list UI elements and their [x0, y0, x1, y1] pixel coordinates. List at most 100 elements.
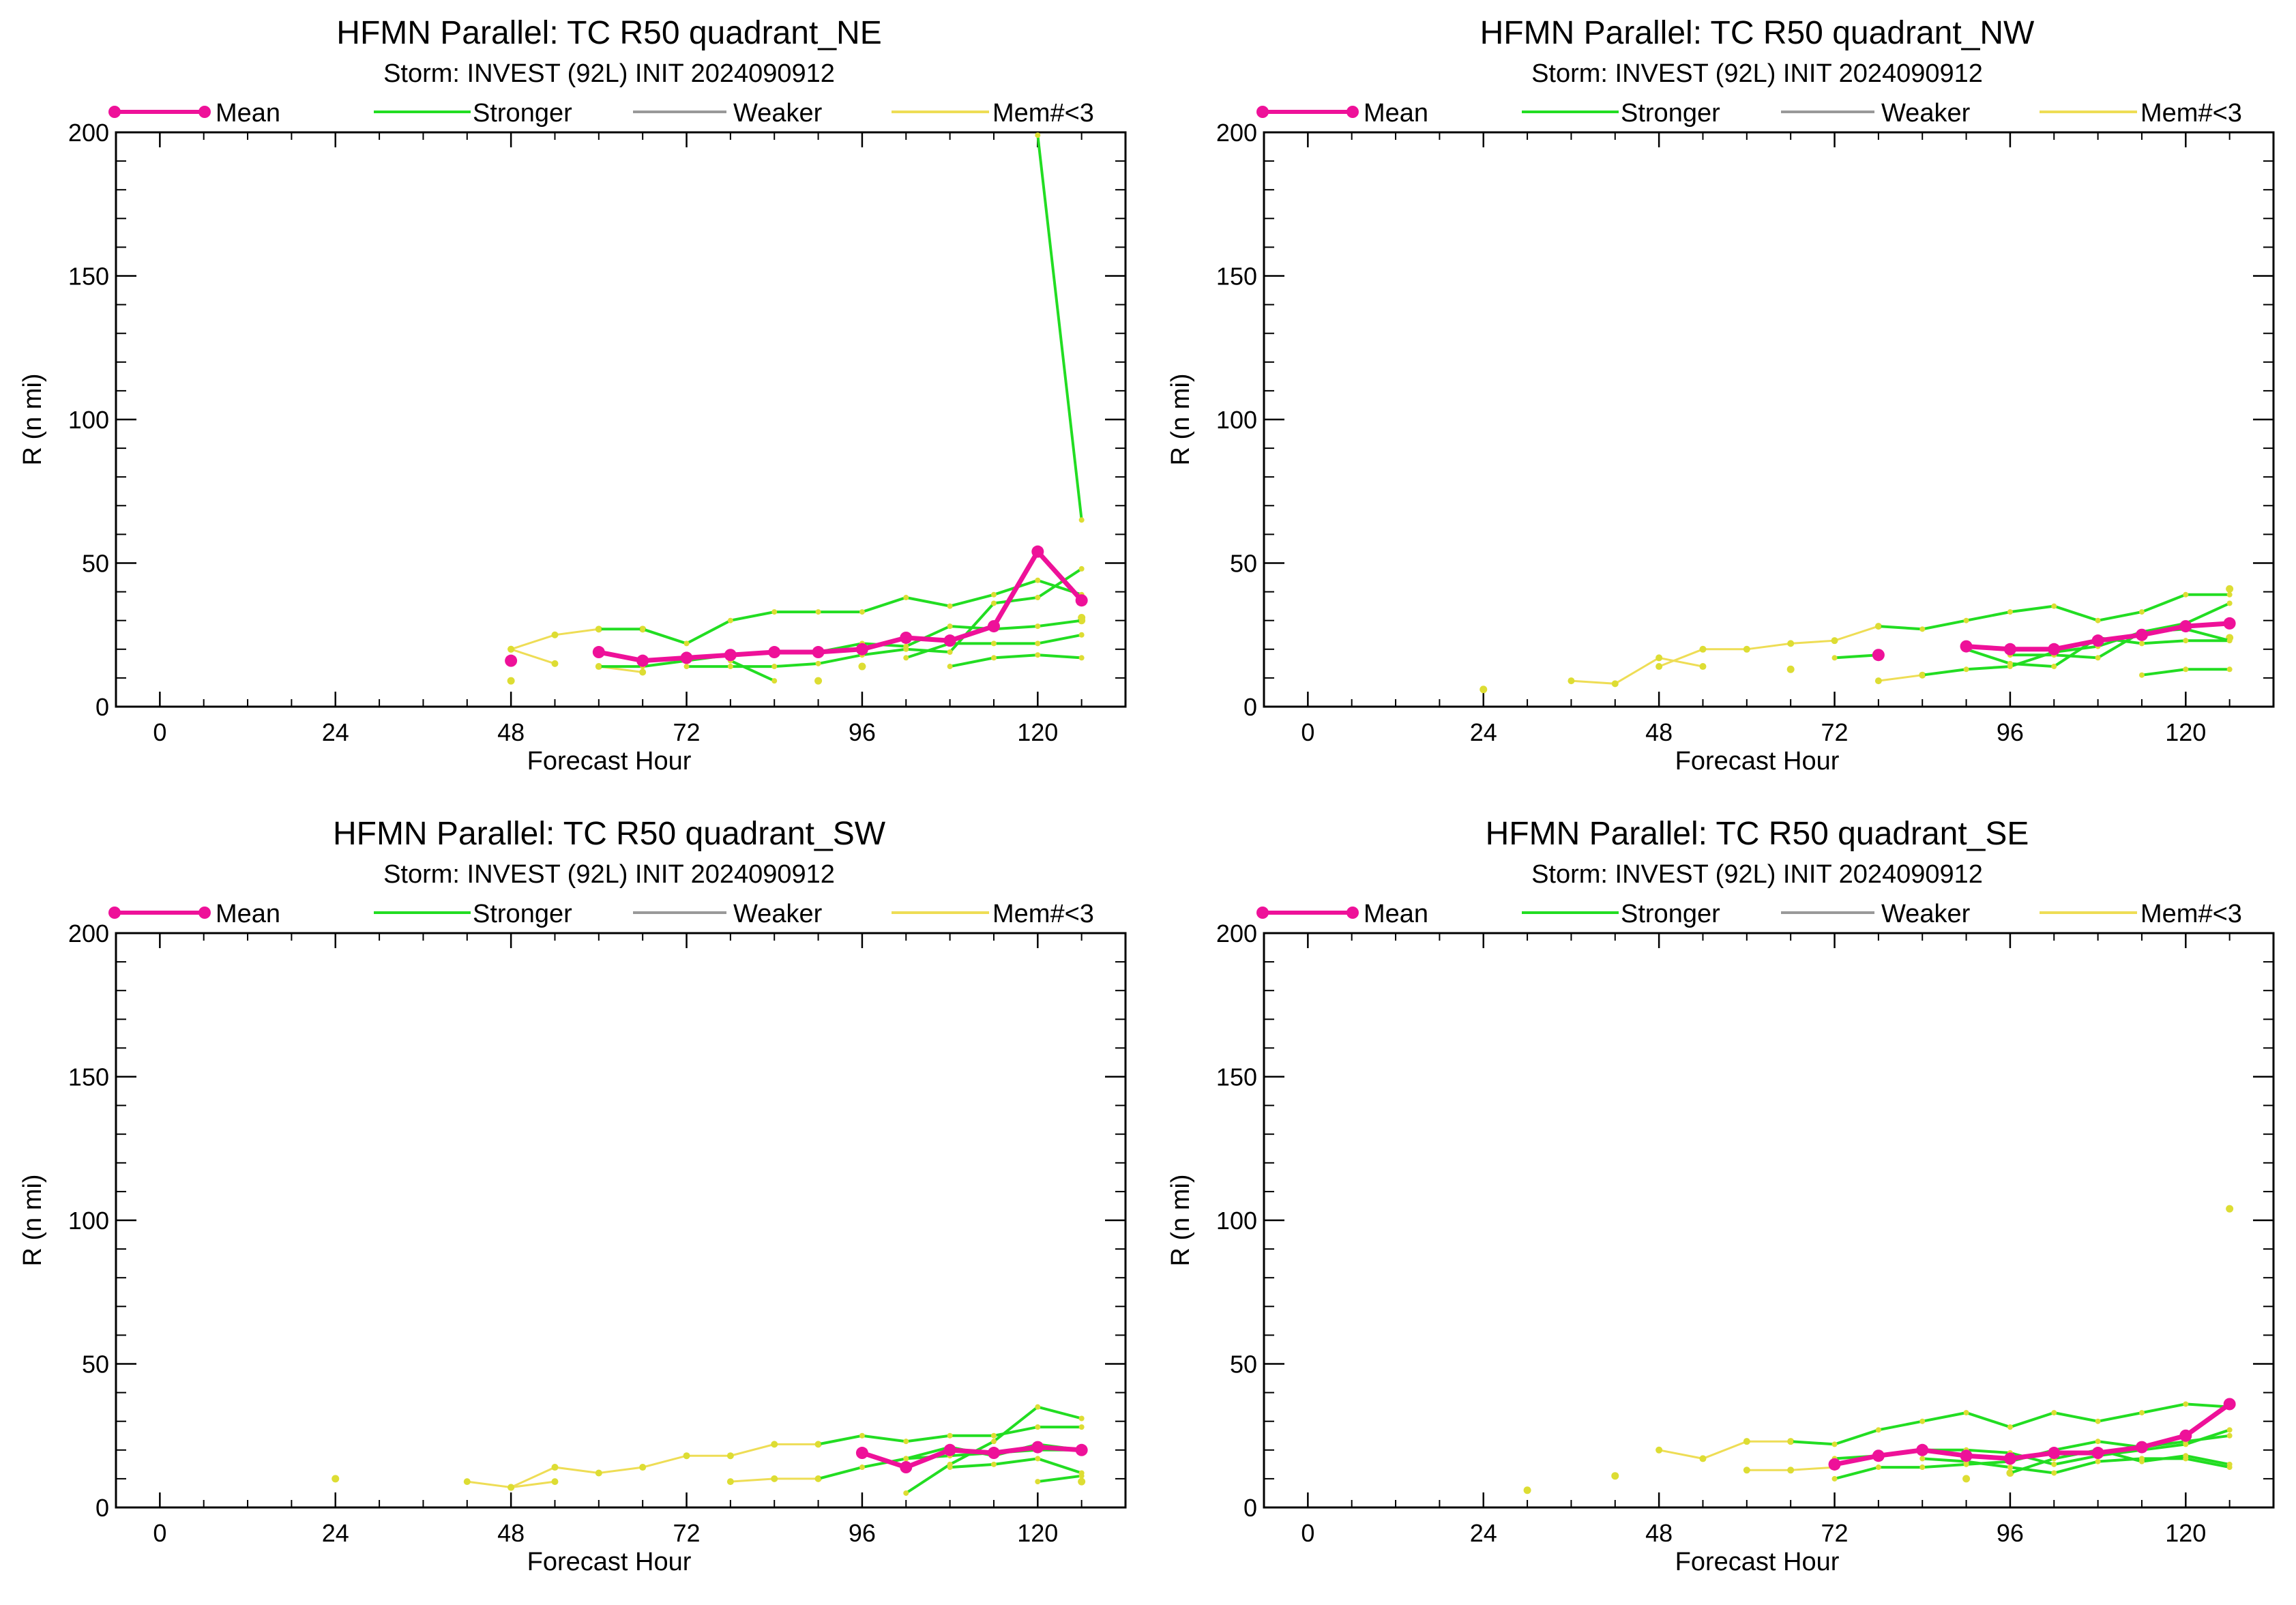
legend-weaker-label: Weaker — [733, 99, 823, 128]
stronger-point — [1035, 640, 1041, 647]
legend-mem-label: Mem#<3 — [2140, 99, 2242, 128]
plot-data — [505, 132, 1088, 685]
mem-point — [858, 662, 866, 671]
mem-series-line — [510, 1480, 555, 1488]
stronger-point — [1875, 623, 1881, 630]
stronger-point — [859, 609, 865, 615]
stronger-point — [2183, 666, 2189, 673]
stronger-point — [990, 600, 997, 606]
stronger-point — [1078, 1424, 1085, 1430]
stronger-point — [1035, 1424, 1041, 1430]
y-tick-label: 0 — [1243, 1494, 1257, 1522]
mean-point — [1960, 640, 1973, 653]
stronger-point — [1035, 1479, 1041, 1485]
mean-point — [1872, 1449, 1885, 1462]
stronger-point — [2095, 1458, 2101, 1464]
stronger-point — [2138, 672, 2145, 678]
mem-series-line — [1571, 656, 1703, 685]
stronger-point — [1875, 1427, 1881, 1433]
stronger-point — [1919, 1418, 1926, 1424]
stronger-point — [903, 1456, 909, 1462]
stronger-series-line — [1922, 602, 2231, 677]
mean-point — [2223, 1398, 2236, 1411]
y-axis: 0 50 100 150 200 — [68, 119, 1125, 721]
mean-point — [1031, 545, 1044, 558]
stronger-point — [683, 664, 690, 670]
stronger-point — [1035, 652, 1041, 658]
stronger-point — [2138, 640, 2145, 647]
y-axis-label: R (n mi) — [1166, 1174, 1195, 1266]
stronger-point — [1078, 655, 1085, 661]
legend-mem-label: Mem#<3 — [992, 900, 1094, 928]
stronger-point — [1078, 565, 1085, 572]
y-tick-label: 150 — [1216, 263, 1257, 291]
y-tick-label: 100 — [1216, 1207, 1257, 1235]
stronger-point — [1035, 623, 1041, 630]
mean-point — [987, 1447, 1000, 1460]
stronger-series-line — [1037, 1474, 1082, 1484]
mem-point — [1874, 677, 1882, 685]
stronger-point — [1035, 595, 1041, 601]
stronger-point — [2226, 638, 2233, 644]
mem-point — [1786, 665, 1795, 673]
x-tick-label: 72 — [1821, 718, 1848, 746]
mem-point — [507, 677, 515, 685]
stronger-point — [903, 646, 909, 652]
stronger-point — [2095, 617, 2101, 623]
mem-point — [726, 1478, 734, 1486]
y-tick-label: 50 — [1230, 550, 1257, 578]
mem-point — [2226, 585, 2234, 593]
stronger-point — [1919, 1464, 1926, 1471]
x-tick-label: 24 — [1470, 1519, 1497, 1547]
stronger-point — [1035, 1456, 1041, 1462]
x-axis: 0 24 48 72 96 120 — [1301, 132, 2231, 746]
y-tick-label: 200 — [68, 919, 109, 947]
stronger-point — [1919, 1456, 1926, 1462]
mean-point — [855, 1447, 868, 1460]
mem-point — [595, 1469, 602, 1477]
chart-subtitle: Storm: INVEST (92L) INIT 2024090912 — [1531, 860, 1983, 889]
y-tick-label: 100 — [1216, 406, 1257, 434]
mean-point — [943, 634, 956, 647]
mem-point — [1078, 1477, 1086, 1486]
stronger-series-line — [730, 659, 776, 682]
mean-series-line — [861, 1445, 1082, 1470]
x-axis-label: Forecast Hour — [1675, 1548, 1840, 1576]
plot-frame — [115, 131, 1127, 708]
stronger-point — [815, 609, 821, 615]
stronger-point — [771, 678, 778, 684]
mem-series-line — [510, 648, 555, 665]
mem-point — [1568, 677, 1575, 685]
y-tick-label: 100 — [68, 1207, 109, 1235]
stronger-series-line — [1834, 653, 1879, 660]
stronger-point — [1963, 1410, 1969, 1416]
stronger-point — [1035, 1404, 1041, 1410]
mean-point — [2135, 628, 2148, 641]
legend-stronger-label: Stronger — [473, 900, 572, 928]
mem-point — [551, 1464, 559, 1471]
stronger-point — [1078, 1473, 1085, 1479]
legend-stronger-label: Stronger — [1621, 99, 1720, 128]
stronger-point — [1875, 1464, 1881, 1471]
mean-point — [812, 646, 825, 659]
stronger-series-line — [598, 619, 1082, 668]
x-axis-label: Forecast Hour — [527, 747, 692, 776]
y-tick-label: 200 — [1216, 919, 1257, 947]
mean-point — [855, 643, 868, 656]
stronger-point — [990, 1439, 997, 1445]
stronger-point — [859, 1432, 865, 1439]
stronger-point — [2138, 609, 2145, 615]
mean-point — [1075, 594, 1088, 607]
mem-point — [551, 631, 559, 638]
mean-point — [987, 620, 1000, 633]
stronger-point — [990, 1432, 997, 1439]
stronger-point — [2226, 666, 2233, 673]
mean-point — [1075, 1443, 1088, 1456]
stronger-point — [903, 1439, 909, 1445]
mean-series-line — [1834, 1402, 2231, 1467]
y-axis-label: R (n mi) — [18, 1174, 47, 1266]
legend-weaker-label: Weaker — [1881, 900, 1971, 928]
mean-point — [2048, 1447, 2061, 1460]
mean-point — [2003, 643, 2016, 656]
